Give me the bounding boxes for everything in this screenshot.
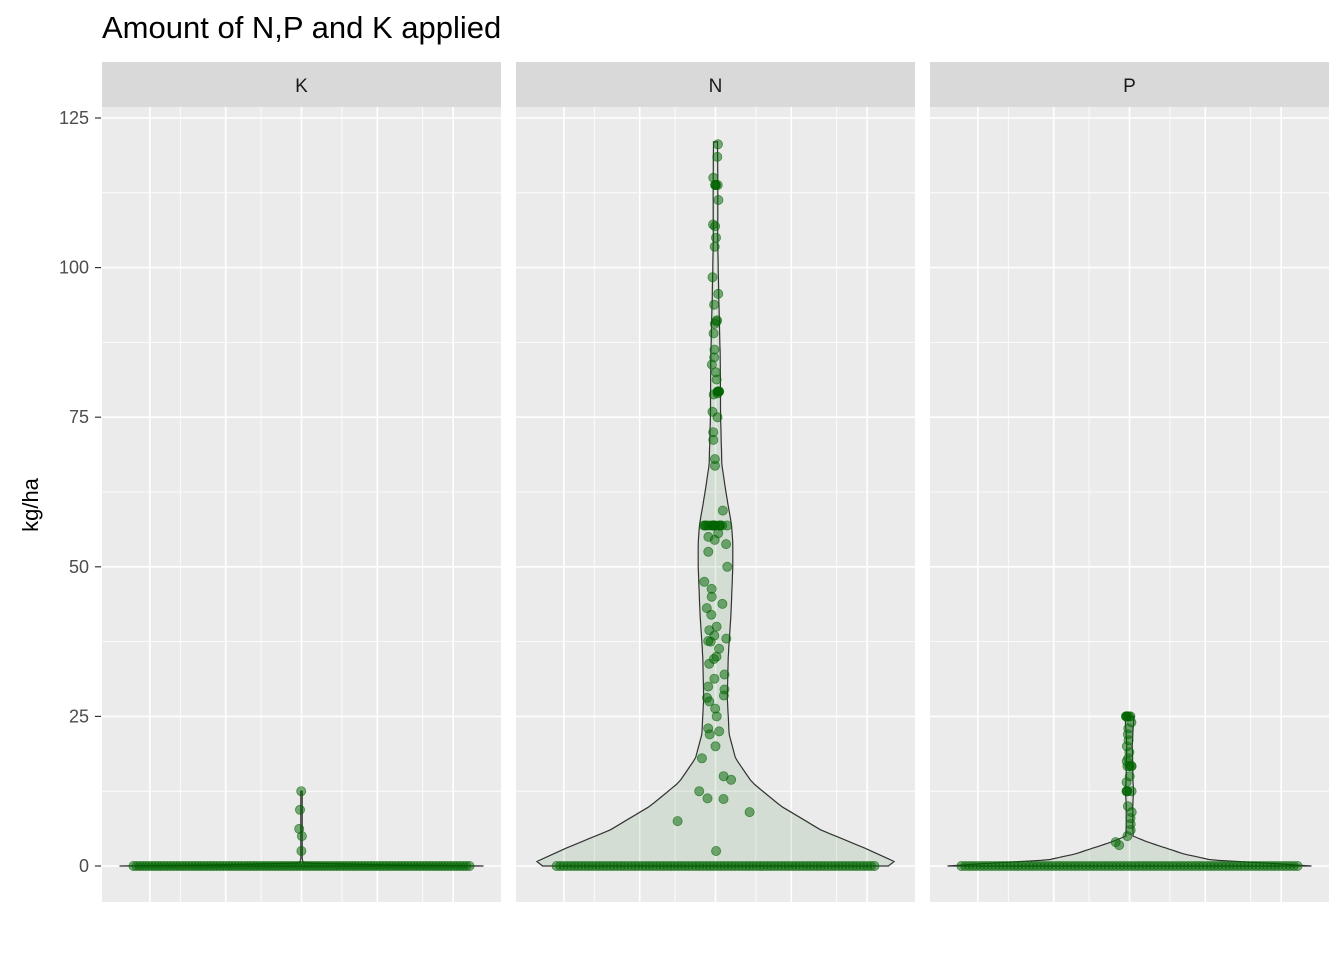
data-point <box>722 561 733 572</box>
data-point <box>696 753 707 764</box>
data-point <box>703 681 714 692</box>
facet-panel-K: K <box>102 62 501 902</box>
data-point <box>701 603 712 614</box>
data-point <box>703 546 714 557</box>
y-tick-label: 75 <box>69 407 89 427</box>
facet-strip <box>930 62 1329 107</box>
data-point <box>1122 801 1133 812</box>
data-point <box>717 598 728 609</box>
data-point <box>713 194 724 205</box>
data-point <box>1110 837 1121 848</box>
data-point <box>712 139 723 150</box>
data-point <box>1121 786 1132 797</box>
data-point <box>709 241 720 252</box>
facet-panel-N: N <box>516 62 915 902</box>
data-point <box>1124 771 1135 782</box>
data-point <box>707 272 718 283</box>
data-point <box>708 520 719 531</box>
data-point <box>718 771 729 782</box>
y-tick-label: 100 <box>59 258 89 278</box>
data-point <box>711 232 722 243</box>
facet-strip-label: P <box>1123 76 1136 97</box>
y-axis-label: kg/ha <box>18 477 43 532</box>
facet-strip-label: K <box>295 76 308 97</box>
data-point <box>717 505 728 516</box>
data-point <box>714 643 725 654</box>
data-point <box>710 367 721 378</box>
data-point <box>702 692 713 703</box>
data-point <box>709 673 720 684</box>
data-point <box>721 539 732 550</box>
data-point <box>712 386 723 397</box>
data-point <box>719 684 730 695</box>
facet-strip <box>102 62 501 107</box>
data-point <box>296 786 307 797</box>
data-point <box>710 741 721 752</box>
facet-panel-P: P <box>930 62 1329 902</box>
data-point <box>711 846 722 857</box>
data-point <box>1123 711 1134 722</box>
data-point <box>710 703 721 714</box>
y-tick-label: 25 <box>69 706 89 726</box>
data-point <box>294 823 305 834</box>
data-point <box>709 344 720 355</box>
chart-title: Amount of N,P and K applied <box>102 10 502 45</box>
data-point <box>694 786 705 797</box>
data-point <box>869 861 880 872</box>
data-point <box>708 427 719 438</box>
data-point <box>707 406 718 417</box>
data-point <box>1292 861 1303 872</box>
data-point <box>464 861 475 872</box>
data-point <box>702 793 713 804</box>
data-point <box>712 315 723 326</box>
y-tick-label: 125 <box>59 108 89 128</box>
data-point <box>712 151 723 162</box>
data-point <box>706 583 717 594</box>
data-point <box>713 288 724 299</box>
data-point <box>703 531 714 542</box>
data-point <box>719 669 730 680</box>
data-point <box>294 804 305 815</box>
data-point <box>672 816 683 827</box>
data-point <box>708 328 719 339</box>
facet-strip <box>516 62 915 107</box>
y-axis: 0 25 50 75 100 125 <box>59 108 101 876</box>
data-point <box>709 454 720 465</box>
data-point <box>714 726 725 737</box>
data-point <box>722 520 733 531</box>
data-point <box>709 299 720 310</box>
data-point <box>721 633 732 644</box>
y-tick-label: 0 <box>79 856 89 876</box>
data-point <box>708 172 719 183</box>
data-point <box>708 219 719 230</box>
data-point <box>703 723 714 734</box>
facet-strip-label: N <box>709 76 723 97</box>
data-point <box>699 576 710 587</box>
y-tick-label: 50 <box>69 557 89 577</box>
data-point <box>744 807 755 818</box>
data-point <box>711 621 722 632</box>
data-point <box>296 846 307 857</box>
data-point <box>718 794 729 805</box>
